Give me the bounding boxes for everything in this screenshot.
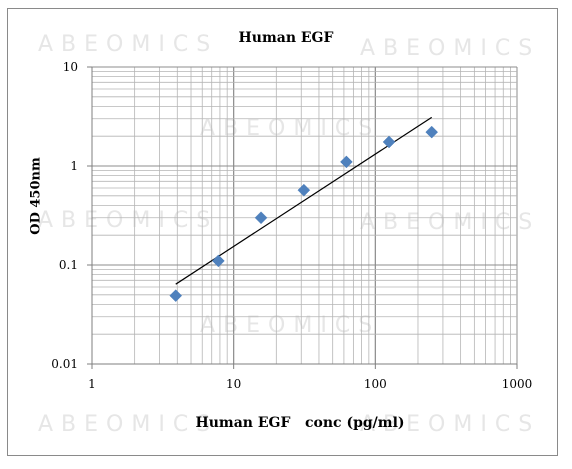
x-tick-label: 1: [88, 377, 96, 391]
chart-title: Human EGF: [238, 30, 334, 46]
x-axis-label: Human EGF conc (pg/ml): [195, 415, 405, 431]
data-point: [297, 183, 311, 197]
watermark: ABEOMICS: [360, 36, 541, 61]
data-point: [169, 289, 183, 303]
data-point: [212, 254, 225, 268]
watermark: ABEOMICS: [38, 208, 219, 233]
y-tick-label: 0.1: [59, 258, 78, 272]
y-tick-label: 10: [63, 60, 78, 74]
watermark: ABEOMICS: [38, 412, 219, 437]
data-point: [340, 155, 353, 169]
data-point: [425, 125, 439, 139]
watermark: ABEOMICS: [200, 116, 381, 141]
y-axis-label: OD 450nm: [28, 157, 44, 235]
x-tick-label: 100: [364, 377, 387, 391]
watermark: ABEOMICS: [360, 412, 541, 437]
x-tick-label: 1000: [502, 377, 533, 391]
data-point: [254, 211, 268, 225]
x-tick-label: 10: [226, 377, 241, 391]
y-tick-label: 0.01: [51, 357, 78, 371]
data-point: [382, 135, 396, 149]
y-tick-label: 1: [70, 159, 78, 173]
watermark: ABEOMICS: [38, 32, 219, 57]
